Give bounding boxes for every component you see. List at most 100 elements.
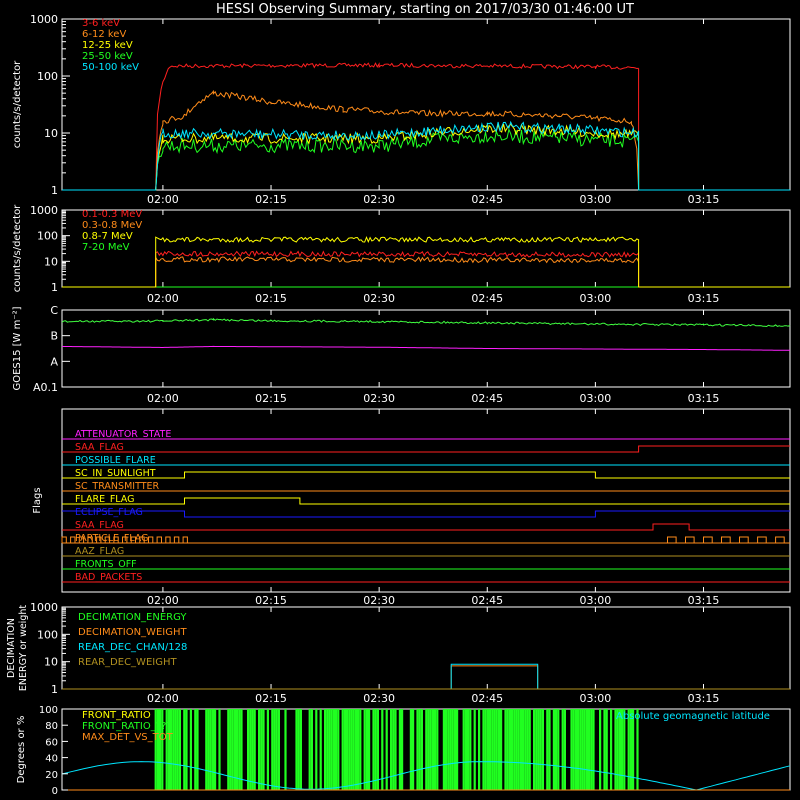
flags-line-5	[62, 497, 790, 505]
decimation-xtick-label: 02:45	[471, 692, 503, 705]
goes-xtick-label: 03:00	[580, 392, 612, 405]
xray-axes-frame	[61, 18, 791, 191]
goes-series-1	[61, 345, 790, 351]
gamma-ytick-label: 1000	[30, 204, 58, 217]
ratio-legend-1: FRONT_RATIO_???	[82, 721, 172, 732]
goes-axes-frame	[61, 309, 791, 388]
decimation-ytick-label: 1	[51, 683, 58, 696]
xray-ytick-label: 100	[37, 70, 58, 83]
xray-legend-0: 3-6 keV	[82, 18, 120, 29]
xray-ylabel: counts/s/detector	[12, 60, 23, 148]
gamma-ytick-label: 10	[44, 255, 58, 268]
decimation-ytick-label: 1000	[30, 601, 58, 614]
flags-label-11: BAD_PACKETS	[75, 572, 142, 583]
ratio-legend-0: FRONT_RATIO	[82, 710, 151, 721]
gamma-xtick-label: 02:45	[471, 292, 503, 305]
goes-ylabel: GOES15 [W m⁻²]	[12, 306, 23, 390]
xray-xtick-label: 03:15	[688, 193, 720, 206]
xray-legend-1: 6-12 keV	[82, 29, 126, 40]
xray-ytick-label: 10	[44, 127, 58, 140]
flags-label-6: ECLIPSE_FLAG	[75, 507, 143, 518]
ratio-ytick-label: 0	[52, 786, 58, 797]
xray-xtick-label: 03:00	[580, 193, 612, 206]
flags-line-1	[62, 445, 790, 453]
flags-line-6	[62, 510, 790, 518]
gamma-xtick-label: 02:30	[363, 292, 395, 305]
xray-legend-3: 25-50 keV	[82, 51, 133, 62]
gamma-xtick-label: 02:15	[255, 292, 287, 305]
decimation-legend-2: REAR_DEC_CHAN/128	[78, 642, 187, 653]
gamma-ytick-label: 100	[37, 230, 58, 243]
flags-line-3	[62, 471, 790, 479]
flags-label-5: FLARE_FLAG	[75, 494, 135, 505]
flags-xtick-label: 02:45	[471, 594, 503, 607]
gamma-ytick-label: 1	[51, 281, 58, 294]
goes-xtick-label: 02:15	[255, 392, 287, 405]
goes-ytick-label: B	[50, 330, 58, 343]
decimation-xtick-label: 02:15	[255, 692, 287, 705]
decimation-legend-1: DECIMATION_WEIGHT	[78, 627, 187, 638]
decimation-ytick-label: 10	[44, 656, 58, 669]
goes-xtick-label: 02:45	[471, 392, 503, 405]
flags-line-7	[62, 523, 790, 531]
flags-axes-frame	[61, 408, 791, 593]
goes-ytick-label: A	[50, 355, 58, 368]
flags-label-8: PARTICLE_FLAG	[75, 533, 148, 544]
decimation-xtick-label: 02:30	[363, 692, 395, 705]
flags-label-0: ATTENUATOR_STATE	[75, 429, 171, 440]
ratio-front-ratio-bars	[154, 709, 639, 790]
decimation-ylabel-line1: DECIMATION	[6, 618, 17, 678]
xray-legend-4: 50-100 keV	[82, 62, 139, 73]
ratio-annotation: Absolute geomagnetic latitude	[616, 711, 770, 722]
flags-xtick-label: 02:00	[147, 594, 179, 607]
xray-series-cyan	[62, 120, 790, 191]
xray-ytick-label: 1000	[30, 13, 58, 26]
ratio-ylabel: Degrees or %	[16, 716, 27, 784]
ratio-ytick-label: 80	[45, 721, 58, 732]
flags-xtick-label: 03:00	[580, 594, 612, 607]
flags-label-1: SAA_FLAG	[75, 442, 124, 453]
decimation-legend-0: DECIMATION_ENERGY	[78, 612, 187, 623]
xray-xtick-label: 02:30	[363, 193, 395, 206]
flags-label-10: FRONTS_OFF	[75, 559, 137, 570]
xray-xtick-label: 02:00	[147, 193, 179, 206]
decimation-ylabel-line2: ENERGY or weight	[18, 605, 29, 691]
gamma-series-yellow	[62, 235, 790, 288]
gamma-ylabel: counts/s/detector	[12, 204, 23, 292]
decimation-xtick-label: 03:15	[688, 692, 720, 705]
goes-ytick-label: A0.1	[33, 381, 58, 394]
ratio-ytick-label: 60	[45, 737, 58, 748]
decimation-xtick-label: 02:00	[147, 692, 179, 705]
gamma-legend-0: 0.1-0.3 MeV	[82, 209, 142, 220]
ratio-legend-2: MAX_DET_VS_TOT	[82, 732, 174, 743]
xray-xtick-label: 02:15	[255, 193, 287, 206]
decimation-legend-3: REAR_DEC_WEIGHT	[78, 657, 177, 668]
xray-xtick-label: 02:45	[471, 193, 503, 206]
ratio-ytick-label: 20	[45, 770, 58, 781]
goes-xtick-label: 03:15	[688, 392, 720, 405]
gamma-legend-1: 0.3-0.8 MeV	[82, 220, 142, 231]
gamma-xtick-label: 03:15	[688, 292, 720, 305]
flags-particle-wave	[61, 536, 785, 544]
flags-label-7: SAA_FLAG	[75, 520, 124, 531]
flags-xtick-label: 02:15	[255, 594, 287, 607]
chart-title: HESSI Observing Summary, starting on 201…	[216, 2, 634, 17]
gamma-legend-3: 7-20 MeV	[82, 242, 130, 253]
xray-legend-2: 12-25 keV	[82, 40, 133, 51]
goes-xtick-label: 02:00	[147, 392, 179, 405]
gamma-xtick-label: 02:00	[147, 292, 179, 305]
goes-series-0	[61, 317, 791, 328]
gamma-xtick-label: 03:00	[580, 292, 612, 305]
flags-label-4: SC_TRANSMITTER	[75, 481, 160, 492]
goes-ytick-label: C	[50, 304, 58, 317]
flags-ylabel: Flags	[32, 487, 43, 513]
xray-ytick-label: 1	[51, 184, 58, 197]
flags-label-3: SC_IN_SUNLIGHT	[75, 468, 156, 479]
decimation-ytick-label: 100	[37, 628, 58, 641]
ratio-latitude-curve	[61, 761, 791, 791]
ratio-ytick-label: 40	[45, 754, 58, 765]
flags-label-9: AAZ_FLAG	[75, 546, 124, 557]
ratio-ytick-label: 100	[39, 705, 58, 716]
flags-xtick-label: 02:30	[363, 594, 395, 607]
